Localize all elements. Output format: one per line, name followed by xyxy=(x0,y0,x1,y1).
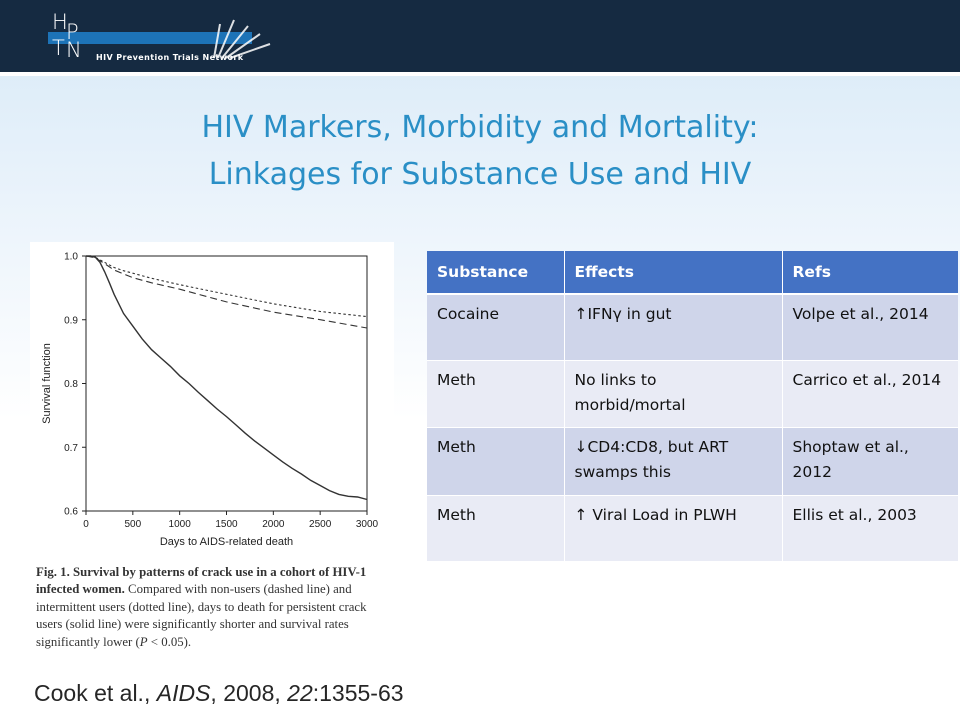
x-tick-label: 500 xyxy=(124,519,141,530)
logo-bar: HIV Prevention Trials Network xyxy=(48,32,252,62)
table-header-row: Substance Effects Refs xyxy=(427,251,958,295)
substance-effects-table: Substance Effects Refs Cocaine ↑IFNγ in … xyxy=(427,251,958,562)
x-tick-label: 1000 xyxy=(169,519,192,530)
table-row: Cocaine ↑IFNγ in gut Volpe et al., 2014 xyxy=(427,294,958,361)
title-line-1: HIV Markers, Morbidity and Mortality: xyxy=(201,110,759,145)
table-row: Meth ↑ Viral Load in PLWH Ellis et al., … xyxy=(427,495,958,562)
x-tick-label: 3000 xyxy=(356,519,379,530)
x-axis-label: Days to AIDS-related death xyxy=(160,536,293,548)
x-tick-label: 2000 xyxy=(262,519,285,530)
logo-network-name: HIV Prevention Trials Network xyxy=(96,53,244,62)
logo-letter-t: T xyxy=(52,36,65,60)
table-row: Meth ↓CD4:CD8, but ART swamps this Shopt… xyxy=(427,427,958,496)
header-substance: Substance xyxy=(427,251,565,295)
cell-refs: Shoptaw et al., 2012 xyxy=(782,427,958,496)
survival-curve-dashed xyxy=(85,255,368,329)
sunburst-icon xyxy=(213,19,271,59)
x-tick-label: 2500 xyxy=(309,519,332,530)
cell-refs: Carrico et al., 2014 xyxy=(782,360,958,428)
title-line-2: Linkages for Substance Use and HIV xyxy=(208,157,752,192)
header-rule xyxy=(0,72,960,76)
logo-letter-n: N xyxy=(66,38,82,62)
survival-curve-dotted xyxy=(85,255,368,318)
cell-substance: Meth xyxy=(427,360,565,428)
table-row: Meth No links to morbid/mortal Carrico e… xyxy=(427,360,958,428)
caption-p: P xyxy=(139,634,148,649)
cell-effects: No links to morbid/mortal xyxy=(564,360,783,428)
y-axis-label: Survival function xyxy=(41,343,53,424)
y-tick-label: 1.0 xyxy=(64,252,78,263)
cell-effects: ↓CD4:CD8, but ART swamps this xyxy=(564,427,783,496)
y-tick-label: 0.8 xyxy=(64,379,78,390)
header-effects: Effects xyxy=(564,251,783,295)
citation: Cook et al., AIDS, 2008, 22:1355-63 xyxy=(34,680,404,707)
logo-letter-h: H xyxy=(52,10,68,34)
cell-refs: Volpe et al., 2014 xyxy=(782,294,958,361)
survival-chart: 0 500 1000 1500 2000 2500 3000 0.6 0.7 0.8 0.9 1.0 D… xyxy=(41,252,379,549)
y-tick-label: 0.6 xyxy=(64,507,78,518)
caption-bold: Fig. 1. Survival by patterns of crack us… xyxy=(36,565,367,597)
y-tick-label: 0.7 xyxy=(64,443,78,454)
y-tick-label: 0.9 xyxy=(64,315,78,326)
slide-title: HIV Markers, Morbidity and Mortality: Li… xyxy=(60,104,900,198)
citation-authors: Cook et al., xyxy=(34,680,157,706)
citation-journal: AIDS xyxy=(156,680,211,706)
citation-year: , 2008, xyxy=(210,680,288,706)
citation-pages: :1355-63 xyxy=(312,680,404,706)
x-tick-label: 0 xyxy=(83,519,89,530)
cell-refs: Ellis et al., 2003 xyxy=(782,495,958,562)
caption-rest: Compared with non-users (dashed line) an… xyxy=(36,582,367,649)
logo-letter-p: P xyxy=(66,20,79,44)
cell-substance: Meth xyxy=(427,495,565,562)
cell-effects: ↑ Viral Load in PLWH xyxy=(564,495,783,562)
cell-substance: Cocaine xyxy=(427,294,565,361)
figure-caption: Fig. 1. Survival by patterns of crack us… xyxy=(36,564,392,651)
figure-panel: 0 500 1000 1500 2000 2500 3000 0.6 0.7 0.8 0.9 1.0 D… xyxy=(30,242,394,660)
header-refs: Refs xyxy=(782,251,958,295)
x-tick-label: 1500 xyxy=(215,519,238,530)
cell-effects: ↑IFNγ in gut xyxy=(564,294,783,361)
cell-substance: Meth xyxy=(427,427,565,496)
caption-end: < 0.05). xyxy=(147,634,192,649)
header-bar: HIV Prevention Trials Network H P T N xyxy=(0,0,960,72)
hptn-logo: HIV Prevention Trials Network H P T N xyxy=(44,12,284,62)
citation-volume: 22 xyxy=(287,680,313,706)
survival-curve-solid xyxy=(86,255,368,501)
logo-letters: H P T N xyxy=(50,12,90,62)
